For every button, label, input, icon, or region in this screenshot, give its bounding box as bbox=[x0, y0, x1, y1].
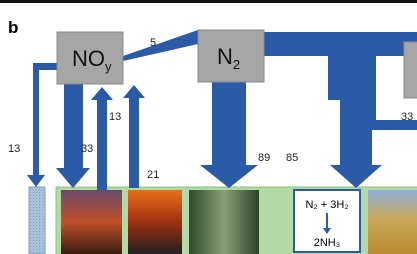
flow-label: 89 bbox=[258, 152, 270, 164]
node-subscript: y bbox=[105, 59, 112, 74]
top-border bbox=[0, 0, 417, 3]
arrow bbox=[123, 85, 145, 188]
arrow bbox=[91, 87, 113, 190]
diagram: b NOy N2 5 13 33 13 21 89 85 33 N₂ + 3H₂… bbox=[0, 0, 417, 254]
sink-box bbox=[29, 187, 45, 254]
node-subscript: 2 bbox=[233, 57, 240, 72]
reaction-product: 2NH₃ bbox=[314, 237, 341, 249]
node-box bbox=[404, 42, 417, 98]
node-text: NO bbox=[72, 46, 105, 71]
image-field bbox=[368, 190, 417, 254]
node-text: N bbox=[217, 44, 233, 69]
image-coal bbox=[128, 190, 182, 254]
flow-label: 13 bbox=[109, 111, 121, 123]
arrow bbox=[200, 82, 258, 188]
flow-label: 33 bbox=[401, 111, 413, 123]
flow-label: 21 bbox=[147, 169, 159, 181]
image-fire bbox=[61, 190, 122, 254]
flow-label: 85 bbox=[286, 152, 298, 164]
arrow bbox=[56, 84, 90, 188]
panel-label: b bbox=[8, 18, 18, 37]
flow-label: 33 bbox=[81, 143, 93, 155]
flow-label: 13 bbox=[8, 143, 20, 155]
arrow bbox=[123, 30, 198, 61]
flow-label: 5 bbox=[150, 37, 156, 49]
arrow bbox=[27, 63, 57, 187]
arrow bbox=[264, 32, 417, 188]
image-forest bbox=[189, 190, 259, 254]
reaction-reactants: N₂ + 3H₂ bbox=[305, 199, 348, 211]
